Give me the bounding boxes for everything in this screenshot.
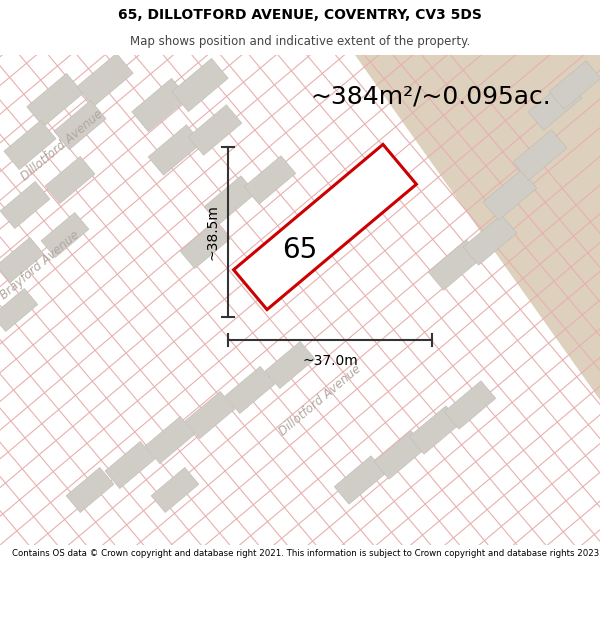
- Polygon shape: [66, 468, 114, 512]
- Polygon shape: [77, 53, 133, 107]
- Polygon shape: [428, 240, 482, 290]
- Polygon shape: [27, 73, 83, 127]
- Polygon shape: [233, 144, 416, 309]
- Text: ~38.5m: ~38.5m: [206, 204, 220, 260]
- Text: Dillotford Avenue: Dillotford Avenue: [277, 362, 364, 438]
- Polygon shape: [265, 341, 315, 389]
- Polygon shape: [172, 58, 228, 112]
- Polygon shape: [374, 431, 426, 479]
- Polygon shape: [225, 366, 275, 414]
- Polygon shape: [0, 238, 44, 282]
- Polygon shape: [528, 80, 582, 130]
- Text: Contains OS data © Crown copyright and database right 2021. This information is : Contains OS data © Crown copyright and d…: [12, 549, 600, 558]
- Polygon shape: [132, 78, 188, 132]
- Text: Brayford Avenue: Brayford Avenue: [0, 228, 82, 302]
- Polygon shape: [444, 381, 496, 429]
- Polygon shape: [188, 105, 242, 155]
- Text: ~37.0m: ~37.0m: [302, 354, 358, 368]
- Text: Map shows position and indicative extent of the property.: Map shows position and indicative extent…: [130, 35, 470, 48]
- Polygon shape: [0, 181, 50, 229]
- Polygon shape: [148, 125, 202, 175]
- Polygon shape: [0, 289, 38, 331]
- Polygon shape: [549, 61, 600, 109]
- Text: 65, DILLOTFORD AVENUE, COVENTRY, CV3 5DS: 65, DILLOTFORD AVENUE, COVENTRY, CV3 5DS: [118, 8, 482, 22]
- Polygon shape: [180, 221, 230, 269]
- Polygon shape: [151, 468, 199, 512]
- Polygon shape: [355, 55, 600, 400]
- Polygon shape: [4, 121, 56, 169]
- Polygon shape: [54, 101, 106, 149]
- Text: 65: 65: [283, 236, 317, 264]
- Text: Dillotford Avenue: Dillotford Avenue: [19, 107, 106, 183]
- Polygon shape: [334, 456, 386, 504]
- Polygon shape: [204, 176, 256, 224]
- Polygon shape: [185, 391, 235, 439]
- Polygon shape: [41, 213, 89, 258]
- Polygon shape: [463, 215, 517, 265]
- Polygon shape: [145, 416, 195, 464]
- Polygon shape: [105, 441, 155, 489]
- Polygon shape: [483, 170, 537, 220]
- Polygon shape: [409, 406, 461, 454]
- Polygon shape: [513, 130, 567, 180]
- Polygon shape: [244, 156, 296, 204]
- Text: ~384m²/~0.095ac.: ~384m²/~0.095ac.: [310, 85, 551, 109]
- Polygon shape: [45, 156, 95, 204]
